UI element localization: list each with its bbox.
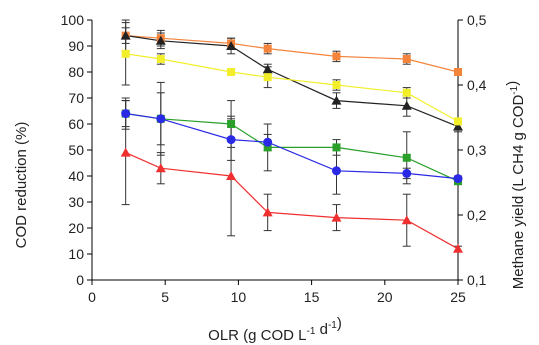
y-tick-label: 10 — [68, 246, 84, 262]
data-point — [226, 41, 237, 50]
series-line-1 — [125, 35, 459, 128]
data-point — [454, 117, 462, 126]
series-line-5 — [125, 152, 459, 250]
y-tick-label: 50 — [68, 142, 84, 158]
y-tick-label: 60 — [68, 116, 84, 132]
data-point — [331, 166, 341, 176]
data-point — [401, 100, 412, 110]
data-point — [453, 174, 463, 184]
x-tick-label: 10 — [231, 289, 247, 305]
axes: 0 5 10 15 20 25 0 10 20 30 40 50 60 70 80 90 100 0,1 0,2 0,… — [61, 12, 487, 305]
data-point — [332, 143, 341, 152]
data-point — [402, 55, 411, 63]
data-point — [120, 147, 131, 157]
data-point — [402, 168, 412, 178]
data-point — [331, 95, 342, 105]
data-point — [401, 215, 412, 225]
x-tick-label: 5 — [161, 289, 169, 305]
data-point — [332, 52, 341, 61]
x-tick-label: 20 — [377, 289, 393, 305]
x-axis-title: OLR (g COD L-1 d-1) — [208, 315, 342, 344]
data-point — [331, 212, 342, 222]
series-lines — [125, 35, 459, 250]
y2-tick-label: 0,2 — [467, 207, 487, 223]
data-point — [226, 171, 237, 180]
data-point — [120, 30, 131, 40]
y-tick-label: 20 — [68, 220, 84, 236]
data-point — [453, 243, 463, 253]
data-point — [332, 81, 341, 89]
y-tick-label: 80 — [68, 64, 84, 80]
y2-tick-label: 0,3 — [467, 142, 487, 158]
axis-labels: OLR (g COD L-1 d-1) COD reduction (%) Me… — [13, 81, 527, 344]
y2-tick-label: 0,1 — [467, 272, 487, 288]
data-point — [453, 121, 463, 131]
data-point — [262, 64, 273, 74]
data-point — [227, 120, 236, 128]
x-tick-label: 0 — [88, 289, 96, 305]
y2-tick-label: 0,4 — [467, 77, 487, 93]
data-point — [121, 109, 131, 119]
x-tick-label: 15 — [304, 289, 320, 305]
data-point — [121, 49, 130, 58]
data-point — [226, 135, 236, 145]
data-point — [454, 68, 462, 76]
y-tick-label: 0 — [76, 272, 84, 288]
data-point — [155, 35, 166, 45]
y-tick-label: 90 — [68, 38, 84, 54]
data-point — [402, 153, 411, 162]
y2-tick-label: 0,5 — [467, 12, 487, 28]
y-tick-label: 30 — [68, 194, 84, 210]
error-bars — [121, 19, 462, 252]
data-point — [156, 114, 166, 124]
series-markers — [120, 30, 463, 253]
data-point — [155, 163, 166, 173]
data-point — [263, 73, 272, 82]
y-axis-title: COD reduction (%) — [13, 122, 30, 249]
series-line-4 — [125, 113, 459, 180]
data-point — [156, 55, 165, 63]
y2-axis-title: Methane yield (L CH4 g COD-1) — [504, 81, 527, 289]
y-tick-label: 70 — [68, 90, 84, 106]
y-tick-label: 40 — [68, 168, 84, 184]
x-tick-label: 25 — [450, 289, 466, 305]
data-point — [263, 143, 272, 152]
data-point — [227, 68, 236, 76]
data-point — [263, 137, 273, 147]
data-point — [262, 207, 273, 217]
data-point — [263, 44, 272, 53]
y-tick-label: 100 — [61, 12, 85, 28]
data-point — [402, 88, 411, 97]
